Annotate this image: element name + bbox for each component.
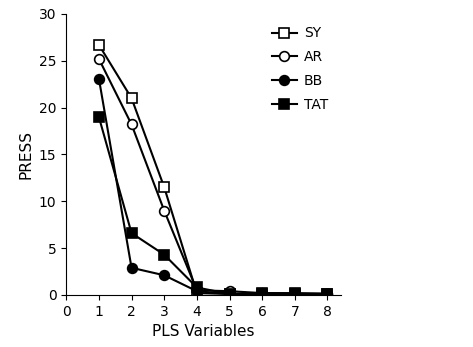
SY bbox=[96, 43, 102, 47]
BB bbox=[129, 266, 134, 270]
Legend: SY, AR, BB, TAT: SY, AR, BB, TAT bbox=[266, 21, 333, 117]
AR bbox=[129, 122, 134, 127]
Line: BB: BB bbox=[94, 74, 333, 299]
SY bbox=[292, 292, 298, 296]
TAT bbox=[292, 291, 298, 295]
TAT bbox=[129, 231, 134, 235]
Y-axis label: PRESS: PRESS bbox=[18, 130, 33, 179]
TAT bbox=[96, 115, 102, 119]
AR bbox=[96, 57, 102, 61]
TAT bbox=[324, 291, 330, 296]
AR bbox=[161, 209, 167, 213]
AR bbox=[292, 292, 298, 296]
BB bbox=[161, 273, 167, 277]
BB bbox=[194, 289, 200, 293]
Line: AR: AR bbox=[94, 54, 333, 299]
TAT bbox=[227, 292, 232, 296]
BB bbox=[259, 292, 265, 296]
TAT bbox=[161, 253, 167, 257]
AR bbox=[227, 289, 232, 293]
SY bbox=[227, 292, 232, 296]
X-axis label: PLS Variables: PLS Variables bbox=[152, 324, 254, 339]
SY bbox=[194, 291, 200, 295]
SY bbox=[129, 96, 134, 100]
SY bbox=[324, 292, 330, 296]
AR bbox=[194, 288, 200, 292]
BB bbox=[96, 76, 102, 81]
BB bbox=[292, 292, 298, 296]
SY bbox=[259, 292, 265, 296]
Line: SY: SY bbox=[94, 40, 333, 299]
Line: TAT: TAT bbox=[94, 112, 333, 299]
AR bbox=[259, 291, 265, 295]
TAT bbox=[194, 285, 200, 289]
BB bbox=[227, 292, 232, 296]
BB bbox=[324, 292, 330, 296]
AR bbox=[324, 292, 330, 296]
SY bbox=[161, 185, 167, 189]
TAT bbox=[259, 291, 265, 295]
